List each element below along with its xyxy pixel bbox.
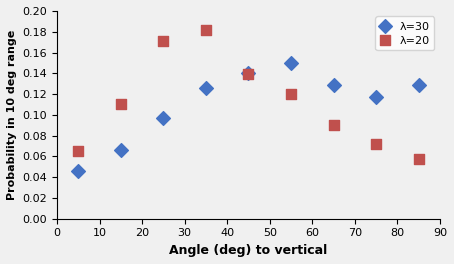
λ=20 [415, 156, 422, 161]
λ=20 [245, 72, 252, 77]
λ=30 [330, 83, 337, 87]
λ=30 [245, 71, 252, 76]
λ=20 [160, 39, 167, 43]
λ=30 [287, 61, 295, 65]
λ=30 [74, 169, 82, 173]
Y-axis label: Probability in 10 deg range: Probability in 10 deg range [7, 30, 17, 200]
λ=30 [415, 83, 422, 87]
λ=20 [287, 92, 295, 96]
λ=30 [373, 95, 380, 99]
λ=20 [117, 102, 124, 107]
λ=20 [373, 142, 380, 146]
λ=20 [202, 27, 210, 32]
X-axis label: Angle (deg) to vertical: Angle (deg) to vertical [169, 244, 328, 257]
λ=30 [202, 86, 210, 90]
Legend: λ=30, λ=20: λ=30, λ=20 [375, 16, 434, 50]
λ=30 [160, 116, 167, 120]
λ=30 [117, 148, 124, 152]
λ=20 [74, 149, 82, 153]
λ=20 [330, 123, 337, 127]
